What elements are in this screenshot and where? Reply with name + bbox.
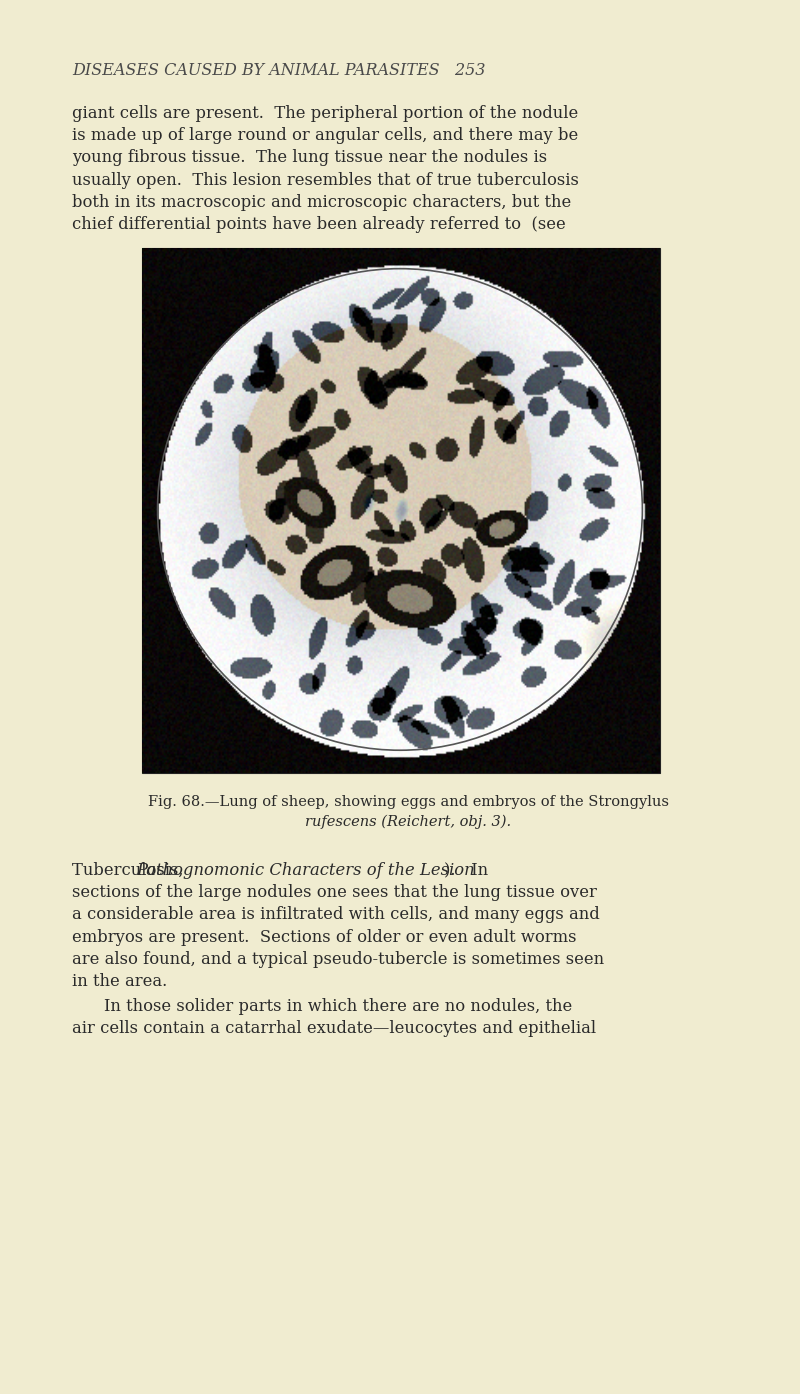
Text: young fibrous tissue.  The lung tissue near the nodules is: young fibrous tissue. The lung tissue ne…: [72, 149, 547, 166]
Text: chief differential points have been already referred to  (see: chief differential points have been alre…: [72, 216, 566, 233]
Text: a considerable area is infiltrated with cells, and many eggs and: a considerable area is infiltrated with …: [72, 906, 600, 923]
Text: are also found, and a typical pseudo-tubercle is sometimes seen: are also found, and a typical pseudo-tub…: [72, 951, 604, 967]
Text: Fig. 68.—Lung of sheep, showing eggs and embryos of the Strongylus: Fig. 68.—Lung of sheep, showing eggs and…: [148, 795, 669, 809]
Text: sections of the large nodules one sees that the lung tissue over: sections of the large nodules one sees t…: [72, 884, 597, 901]
Text: air cells contain a catarrhal exudate—leucocytes and epithelial: air cells contain a catarrhal exudate—le…: [72, 1020, 596, 1037]
Text: is made up of large round or angular cells, and there may be: is made up of large round or angular cel…: [72, 127, 578, 144]
Ellipse shape: [158, 269, 642, 750]
Text: both in its macroscopic and microscopic characters, but the: both in its macroscopic and microscopic …: [72, 194, 571, 210]
Text: ).   In: ). In: [444, 861, 488, 880]
Text: embryos are present.  Sections of older or even adult worms: embryos are present. Sections of older o…: [72, 928, 577, 945]
Text: in the area.: in the area.: [72, 973, 167, 990]
Text: Tuberculosis,: Tuberculosis,: [72, 861, 189, 880]
Text: usually open.  This lesion resembles that of true tuberculosis: usually open. This lesion resembles that…: [72, 171, 579, 188]
Text: In those solider parts in which there are no nodules, the: In those solider parts in which there ar…: [104, 998, 572, 1015]
Text: giant cells are present.  The peripheral portion of the nodule: giant cells are present. The peripheral …: [72, 105, 578, 123]
Text: Pathognomonic Characters of the Lesion: Pathognomonic Characters of the Lesion: [136, 861, 474, 880]
Text: rufescens (Reichert, obj. 3).: rufescens (Reichert, obj. 3).: [306, 814, 511, 829]
Text: DISEASES CAUSED BY ANIMAL PARASITES   253: DISEASES CAUSED BY ANIMAL PARASITES 253: [72, 61, 486, 79]
Bar: [142, 248, 660, 774]
